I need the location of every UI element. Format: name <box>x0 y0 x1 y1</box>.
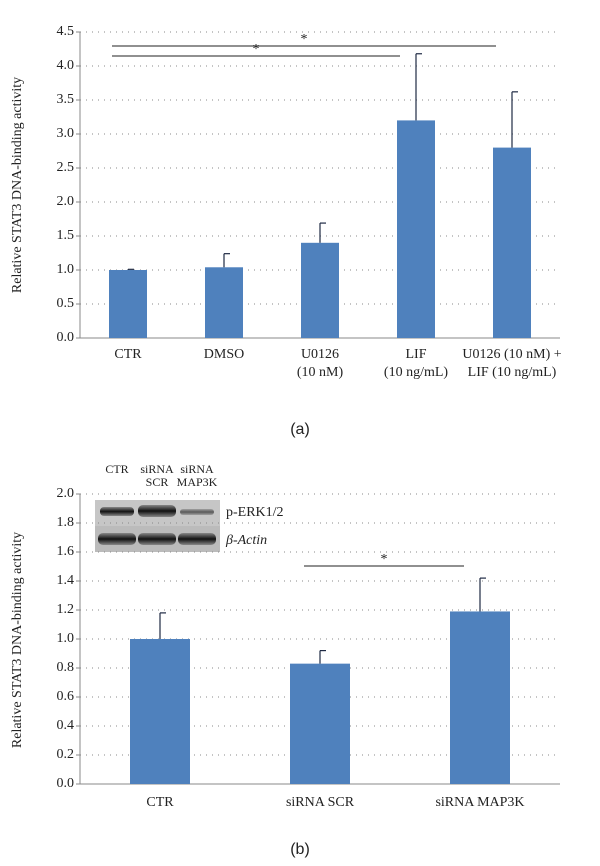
x-tick-label: CTR <box>114 347 142 362</box>
x-tick-label: siRNA SCR <box>286 795 355 810</box>
y-tick-label: 1.0 <box>57 631 75 646</box>
y-tick-label: 1.8 <box>57 515 75 530</box>
significance-label: * <box>253 42 260 57</box>
y-tick-label: 1.6 <box>57 544 75 559</box>
error-bar <box>415 53 422 121</box>
bar <box>205 267 243 338</box>
y-tick-label: 0.5 <box>57 296 75 311</box>
y-tick-label: 2.0 <box>57 194 75 209</box>
x-tick-label: siRNA MAP3K <box>435 795 524 810</box>
x-tick-label: U0126 (10 nM) <box>297 347 344 380</box>
x-tick-label: CTR <box>146 795 174 810</box>
error-bar <box>127 268 134 270</box>
error-bar <box>223 253 230 268</box>
bar <box>301 242 339 338</box>
y-tick-label: 4.0 <box>57 58 75 73</box>
lane-label: CTR <box>105 462 128 476</box>
bar <box>450 611 510 784</box>
blot-row-label: β-Actin <box>225 533 267 548</box>
caption: (a) <box>290 421 310 438</box>
lane-label: siRNA MAP3K <box>177 462 218 489</box>
bar <box>493 147 531 338</box>
y-tick-label: 3.0 <box>57 126 75 141</box>
y-axis-label: Relative STAT3 DNA-binding activity <box>10 77 25 293</box>
y-tick-label: 1.0 <box>57 262 75 277</box>
y-tick-label: 1.5 <box>57 228 75 243</box>
blot-row-label: p-ERK1/2 <box>226 505 284 520</box>
y-tick-label: 2.0 <box>57 486 75 501</box>
significance-label: * <box>381 552 388 567</box>
error-bar <box>159 612 166 639</box>
y-tick-label: 2.5 <box>57 160 75 175</box>
y-tick-label: 0.0 <box>57 330 75 345</box>
bar <box>109 270 147 338</box>
y-tick-label: 3.5 <box>57 92 75 107</box>
x-tick-label: U0126 (10 nM) + LIF (10 ng/mL) <box>462 347 561 380</box>
bar <box>290 663 350 784</box>
bar <box>130 639 190 784</box>
x-tick-label: LIF (10 ng/mL) <box>384 347 448 380</box>
y-tick-label: 0.4 <box>57 718 75 733</box>
y-tick-label: 0.6 <box>57 689 75 704</box>
bar <box>397 120 435 339</box>
lane-label: siRNA SCR <box>140 462 174 489</box>
y-axis-label: Relative STAT3 DNA-binding activity <box>10 532 25 748</box>
error-bar <box>319 222 326 243</box>
error-bar <box>319 649 326 664</box>
y-tick-label: 4.5 <box>57 24 75 39</box>
y-tick-label: 0.0 <box>57 776 75 791</box>
y-tick-label: 1.4 <box>57 573 75 588</box>
error-bar <box>511 91 518 148</box>
y-tick-label: 0.2 <box>57 747 75 762</box>
x-tick-label: DMSO <box>204 347 244 362</box>
blot-image <box>95 500 220 552</box>
y-tick-label: 0.8 <box>57 660 75 675</box>
error-bar <box>479 577 486 612</box>
significance-label: * <box>301 32 308 47</box>
y-tick-label: 1.2 <box>57 602 75 617</box>
caption: (b) <box>290 841 310 858</box>
